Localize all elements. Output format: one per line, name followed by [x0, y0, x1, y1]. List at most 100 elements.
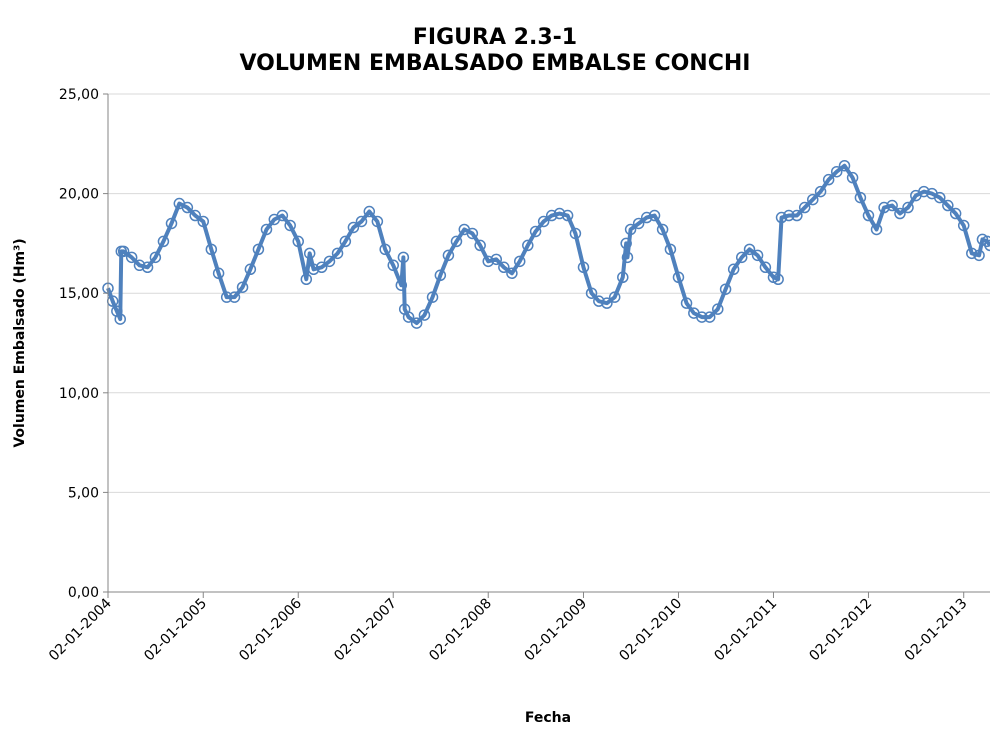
data-point	[387, 259, 399, 272]
data-point	[157, 235, 170, 248]
x-tick-label: 02-01-2011	[711, 596, 780, 665]
data-point	[545, 209, 558, 222]
data-point	[918, 185, 930, 198]
data-point	[498, 261, 510, 274]
data-point	[114, 313, 126, 325]
x-tick-label: 02-01-2004	[46, 595, 115, 664]
data-point	[680, 297, 693, 309]
data-point	[228, 291, 241, 303]
data-point	[703, 311, 716, 323]
data-point	[371, 215, 384, 228]
data-point	[577, 261, 590, 274]
y-tick-label: 0,00	[68, 585, 99, 601]
data-point	[735, 251, 748, 264]
data-point	[482, 255, 494, 268]
data-point	[822, 173, 835, 186]
data-point	[878, 201, 890, 214]
data-point	[553, 207, 566, 220]
data-point	[719, 283, 732, 295]
data-point	[395, 279, 408, 291]
data-point	[434, 269, 447, 282]
data-point	[300, 273, 313, 286]
data-point	[303, 247, 316, 260]
y-axis-label: Volumen Embalsado (Hm³)	[12, 238, 28, 447]
data-point	[355, 215, 368, 228]
data-point	[149, 251, 162, 264]
x-tick-label: 02-01-2005	[141, 596, 210, 665]
data-point	[315, 261, 328, 274]
data-point	[585, 287, 598, 299]
data-point	[902, 201, 914, 214]
data-point	[244, 263, 257, 276]
plot-area	[102, 159, 990, 329]
data-point	[894, 207, 906, 220]
data-point	[418, 309, 431, 321]
data-point	[276, 209, 289, 222]
data-point	[957, 219, 970, 232]
data-point	[751, 249, 764, 262]
data-point	[125, 251, 138, 264]
data-point	[791, 209, 803, 222]
x-tick-label: 02-01-2008	[426, 596, 495, 665]
data-point	[490, 253, 503, 266]
data-point	[522, 239, 534, 252]
data-point	[379, 243, 391, 256]
data-point	[307, 263, 320, 276]
data-point	[363, 205, 376, 218]
data-point	[189, 209, 201, 222]
grid	[108, 93, 990, 593]
data-point	[608, 291, 621, 303]
y-tick-label: 5,00	[68, 485, 99, 501]
data-point	[838, 159, 851, 172]
data-point	[934, 191, 946, 204]
chart-title: FIGURA 2.3-1	[413, 25, 577, 50]
data-point	[323, 255, 336, 268]
data-point	[984, 239, 990, 252]
data-point	[426, 291, 439, 303]
data-point	[814, 185, 827, 198]
data-point	[220, 291, 233, 303]
data-point	[529, 225, 542, 238]
data-point	[640, 211, 653, 224]
x-tick-label: 02-01-2012	[806, 596, 875, 665]
data-point	[759, 261, 772, 274]
data-point	[743, 243, 756, 256]
data-point	[347, 221, 360, 234]
data-point	[981, 235, 990, 248]
y-tick-label: 20,00	[59, 187, 99, 203]
data-point	[205, 243, 218, 256]
data-point	[870, 223, 883, 236]
x-tick-label: 02-01-2007	[331, 596, 400, 665]
data-point	[973, 249, 985, 262]
y-tick-label: 10,00	[59, 386, 99, 402]
data-point	[648, 209, 661, 222]
data-point	[775, 211, 788, 224]
data-point	[474, 239, 486, 252]
data-point	[696, 311, 708, 323]
data-point	[620, 237, 632, 250]
data-point	[621, 251, 634, 264]
data-point	[410, 317, 423, 329]
data-point	[942, 199, 954, 212]
data-point	[624, 223, 637, 236]
x-tick-label: 02-01-2013	[902, 596, 971, 665]
data-point	[854, 191, 867, 204]
data-point	[886, 199, 898, 212]
data-point	[252, 243, 265, 256]
data-point	[830, 165, 843, 178]
data-point	[664, 243, 677, 256]
data-point	[331, 247, 344, 260]
data-point	[450, 235, 463, 248]
data-point	[569, 227, 582, 240]
data-point	[617, 271, 629, 284]
data-point	[402, 311, 415, 323]
data-point	[561, 209, 574, 222]
data-point	[236, 281, 249, 293]
data-point	[466, 227, 479, 240]
data-point	[133, 259, 146, 272]
data-point	[672, 271, 685, 284]
data-point	[117, 245, 130, 258]
data-point	[862, 209, 875, 222]
data-point	[284, 219, 296, 232]
data-point	[601, 297, 613, 309]
